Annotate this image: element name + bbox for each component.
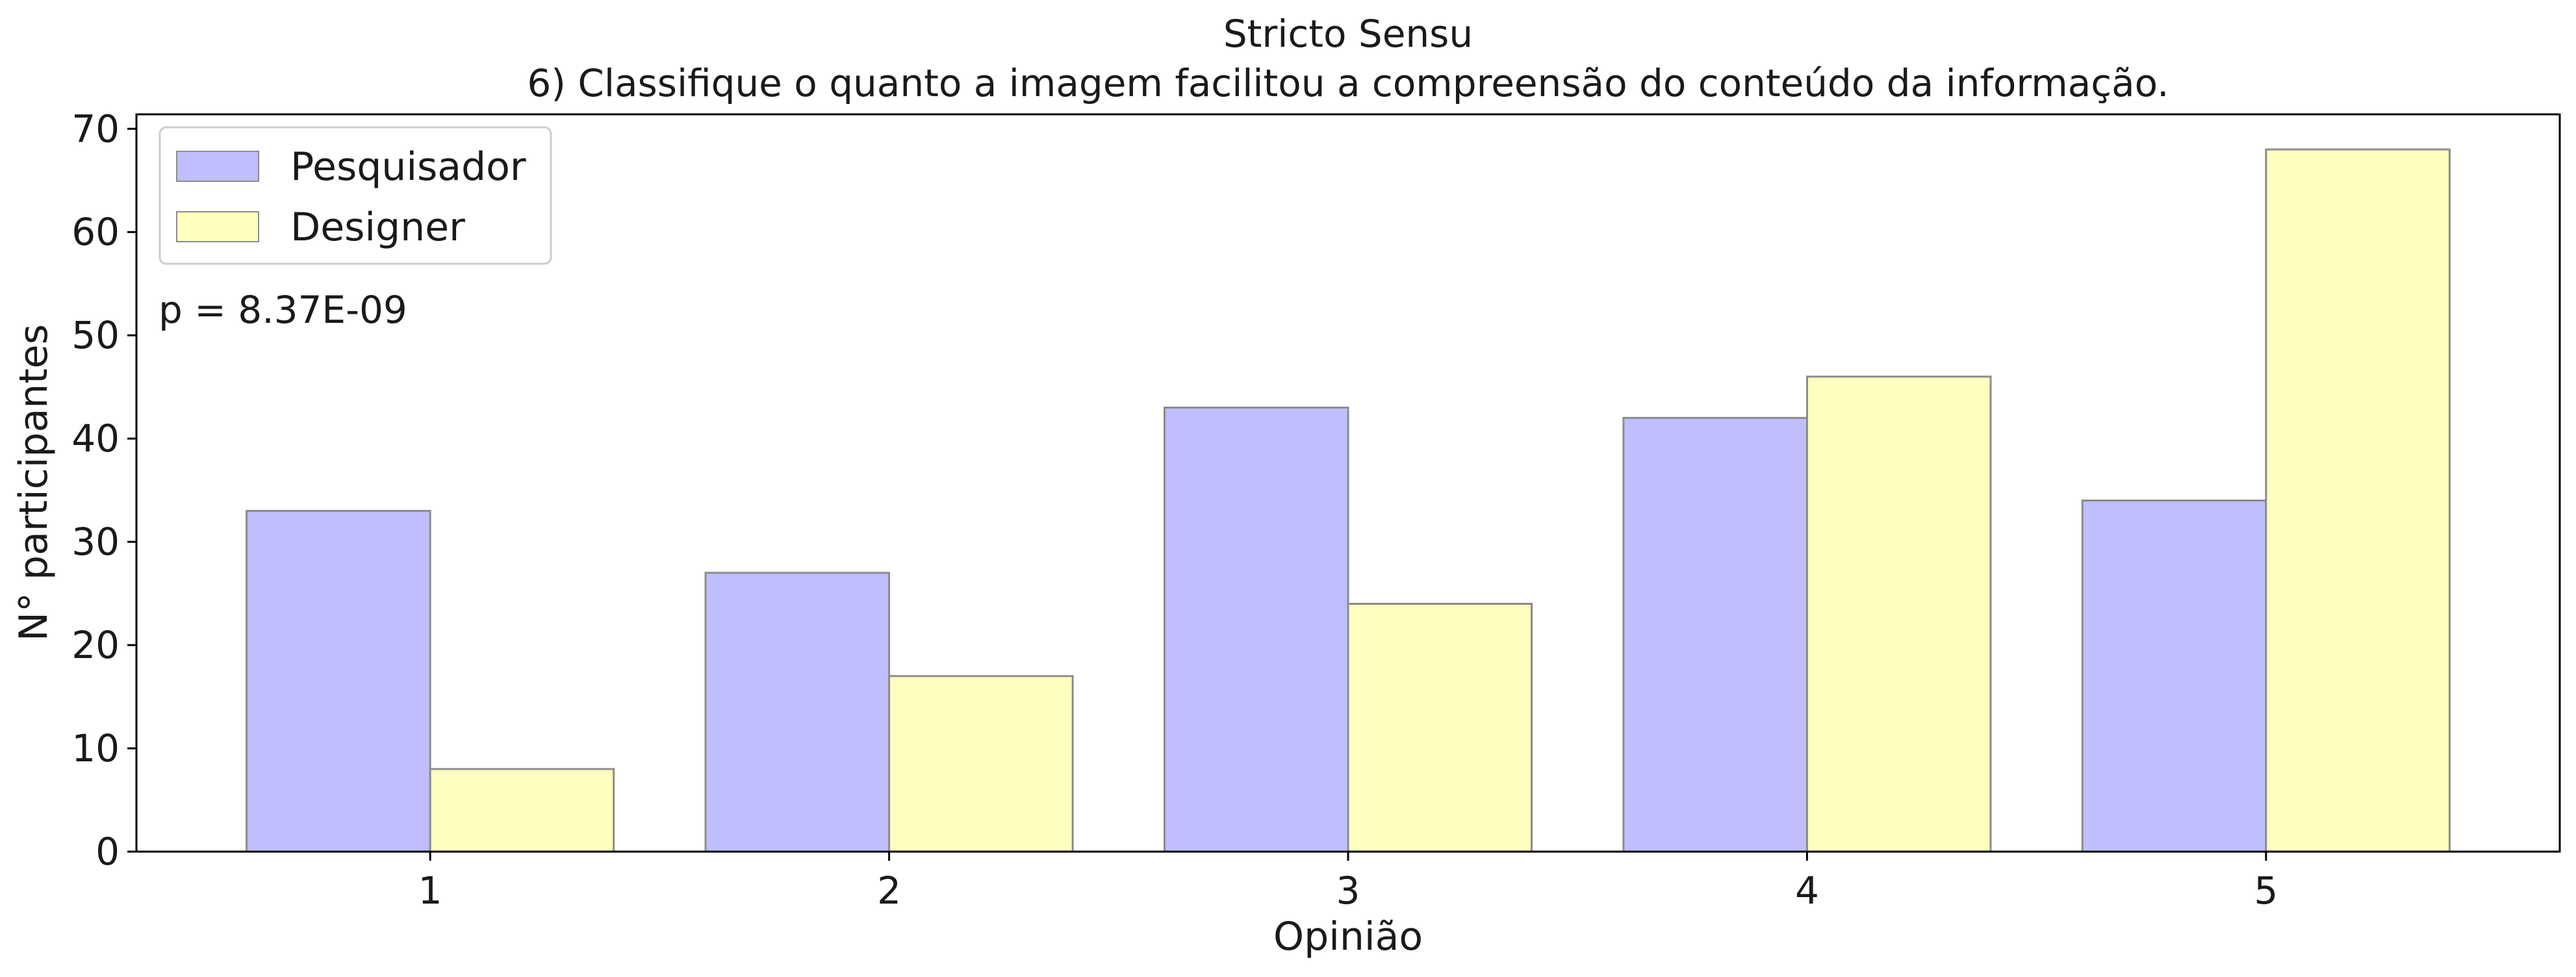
chart-title: Stricto Sensu <box>1223 12 1473 56</box>
y-tick-label: 10 <box>71 726 120 770</box>
y-tick-label: 50 <box>71 313 120 357</box>
x-tick-label: 4 <box>1795 869 1819 913</box>
p-value-annotation: p = 8.37E-09 <box>159 288 407 332</box>
y-tick-label: 20 <box>71 623 120 667</box>
legend-label-pesquisador: Pesquisador <box>290 144 526 190</box>
bar-designer-4 <box>1805 375 1992 853</box>
legend-swatch-pesquisador <box>176 151 259 182</box>
legend: Pesquisador Designer <box>159 126 552 265</box>
x-axis-ticks: 1 2 3 4 5 <box>418 852 2278 913</box>
y-axis-label: N° participantes <box>11 324 57 641</box>
y-tick-label: 30 <box>71 520 120 564</box>
y-axis-ticks: 0 10 20 30 40 50 60 70 <box>71 107 136 874</box>
x-tick-label: 5 <box>2254 869 2278 913</box>
bar-designer-2 <box>888 675 1074 853</box>
legend-label-designer: Designer <box>290 205 465 250</box>
chart-subtitle: 6) Classifique o quanto a imagem facilit… <box>527 61 2169 105</box>
x-axis-label: Opinião <box>1273 914 1423 959</box>
x-tick-label: 2 <box>877 869 901 913</box>
bar-designer-3 <box>1347 602 1533 853</box>
y-tick-label: 60 <box>71 210 120 254</box>
bar-pesquisador-2 <box>704 572 891 853</box>
bar-pesquisador-1 <box>246 509 431 853</box>
legend-swatch-designer <box>176 211 259 242</box>
bars-group <box>246 148 2451 853</box>
bar-pesquisador-4 <box>1622 416 1808 853</box>
x-tick-label: 1 <box>418 869 442 913</box>
plot-frame <box>135 113 2561 853</box>
x-tick-label: 3 <box>1336 869 1360 913</box>
y-tick-label: 70 <box>71 107 120 151</box>
bar-designer-5 <box>2265 148 2451 853</box>
y-tick-label: 0 <box>96 830 120 874</box>
bar-designer-1 <box>429 768 615 853</box>
bar-pesquisador-3 <box>1163 406 1349 853</box>
y-tick-label: 40 <box>71 416 120 461</box>
bar-pesquisador-5 <box>2081 500 2267 853</box>
